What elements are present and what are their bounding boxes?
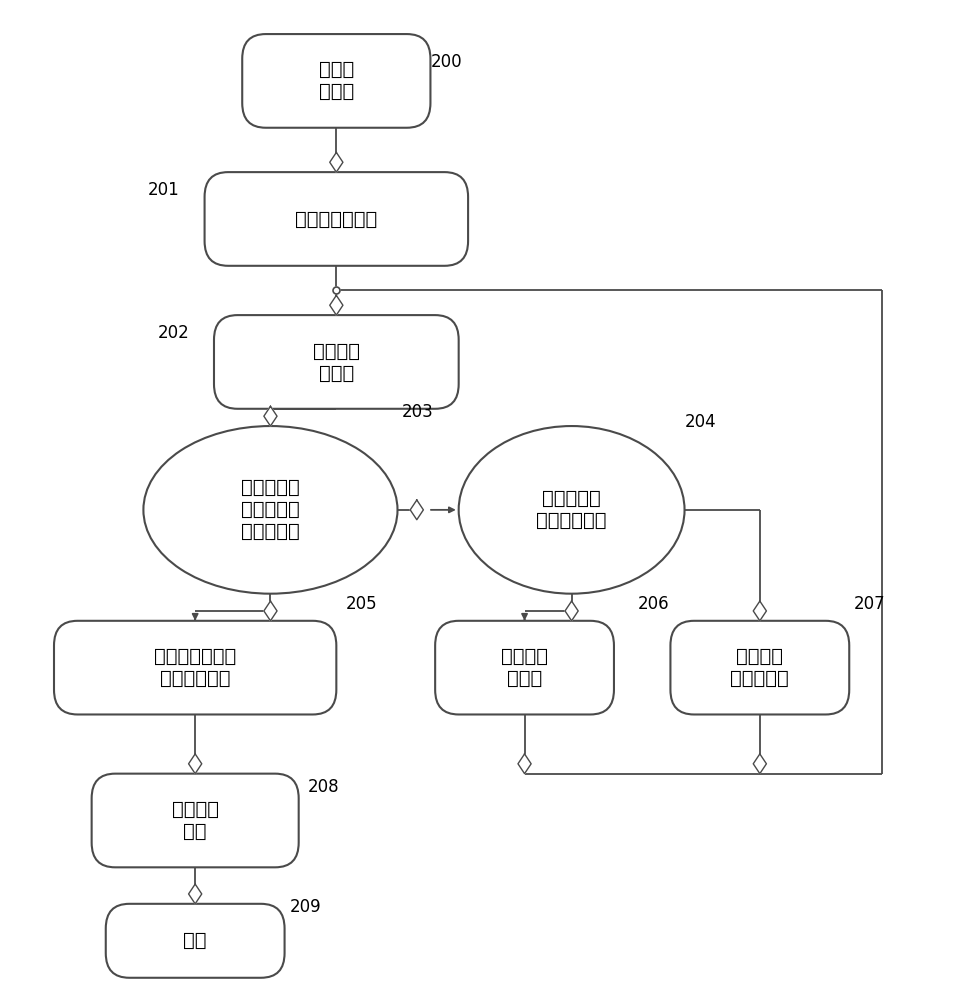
FancyBboxPatch shape [243,34,431,128]
FancyBboxPatch shape [54,621,336,714]
Text: 209: 209 [289,898,321,916]
Text: 打开缓冲进气阀: 打开缓冲进气阀 [295,209,377,228]
Text: 202: 202 [158,324,189,342]
Polygon shape [565,601,578,621]
Polygon shape [518,754,531,774]
Polygon shape [188,754,202,774]
Text: 燃烧室压力
是否在设定
压力范围内: 燃烧室压力 是否在设定 压力范围内 [241,478,300,541]
FancyBboxPatch shape [670,621,849,714]
Text: 206: 206 [638,595,669,613]
Polygon shape [264,601,277,621]
Text: 204: 204 [685,413,716,431]
Text: 燃烧室压强
大于目标压强: 燃烧室压强 大于目标压强 [537,489,606,530]
Polygon shape [753,601,767,621]
Text: 开启高压
进气阀进气: 开启高压 进气阀进气 [731,647,789,688]
Polygon shape [329,295,343,315]
Text: 数据采集
处理: 数据采集 处理 [172,800,219,841]
Text: 打开排气
阀排气: 打开排气 阀排气 [501,647,548,688]
Polygon shape [411,500,423,520]
Text: 检测燃烧
室压力: 检测燃烧 室压力 [313,341,360,382]
Text: 200: 200 [431,53,462,71]
Polygon shape [264,406,277,426]
FancyBboxPatch shape [214,315,458,409]
Text: 208: 208 [308,778,340,796]
Text: 201: 201 [148,181,180,199]
Text: 205: 205 [346,595,377,613]
Polygon shape [753,754,767,774]
Ellipse shape [143,426,397,594]
Text: 207: 207 [854,595,885,613]
FancyBboxPatch shape [92,774,299,867]
FancyBboxPatch shape [435,621,614,714]
Text: 203: 203 [402,403,434,421]
Text: 关闭缓冲进气阀
发出点火命令: 关闭缓冲进气阀 发出点火命令 [154,647,236,688]
Text: 结束: 结束 [183,931,207,950]
Text: 动态检
测开始: 动态检 测开始 [319,60,354,101]
FancyBboxPatch shape [106,904,285,978]
Polygon shape [329,152,343,172]
FancyBboxPatch shape [204,172,468,266]
Ellipse shape [458,426,685,594]
Polygon shape [188,884,202,904]
